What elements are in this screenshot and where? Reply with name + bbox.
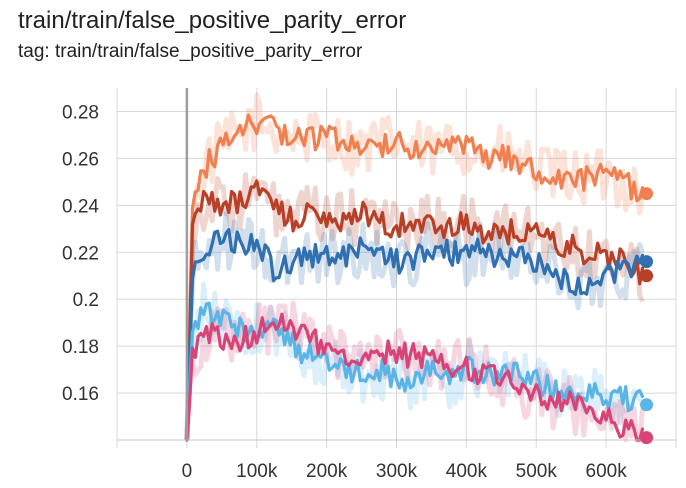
y-tick-label: 0.26 (62, 149, 99, 170)
series-end-marker[interactable] (640, 187, 654, 201)
y-tick-label: 0.2 (73, 290, 99, 311)
series-end-marker[interactable] (640, 398, 654, 412)
chart-title: train/train/false_positive_parity_error (18, 7, 407, 34)
axes (117, 88, 676, 441)
y-tick-label: 0.28 (62, 102, 99, 123)
series-end-marker[interactable] (640, 431, 654, 445)
x-tick-label: 400k (446, 461, 488, 482)
y-tick-label: 0.24 (62, 196, 99, 217)
series-end-marker[interactable] (640, 255, 654, 269)
y-tick-label: 0.16 (62, 384, 99, 405)
series-end-markers (640, 187, 654, 445)
series-line[interactable] (185, 301, 645, 442)
series-line[interactable] (185, 312, 645, 442)
series-line[interactable] (185, 228, 645, 442)
smoothed-series-layer (185, 113, 645, 442)
x-tick-label: 0 (182, 461, 193, 482)
x-tick-label: 100k (236, 461, 278, 482)
raw-series-line (184, 281, 645, 441)
raw-series-line (184, 300, 645, 443)
chart-subtitle: tag: train/train/false_positive_parity_e… (18, 41, 363, 62)
series-line[interactable] (185, 179, 645, 442)
x-tick-label: 200k (306, 461, 348, 482)
x-tick-label: 600k (586, 461, 628, 482)
y-tick-label: 0.18 (62, 337, 99, 358)
series-end-marker[interactable] (640, 269, 654, 283)
y-tick-label: 0.22 (62, 243, 99, 264)
series-line[interactable] (185, 113, 645, 442)
x-tick-label: 300k (376, 461, 418, 482)
tick-labels: 0 100k 200k 300k 400k 500k 600k 0.16 0.18 0.2 0.22… (62, 102, 627, 482)
x-tick-label: 500k (516, 461, 558, 482)
